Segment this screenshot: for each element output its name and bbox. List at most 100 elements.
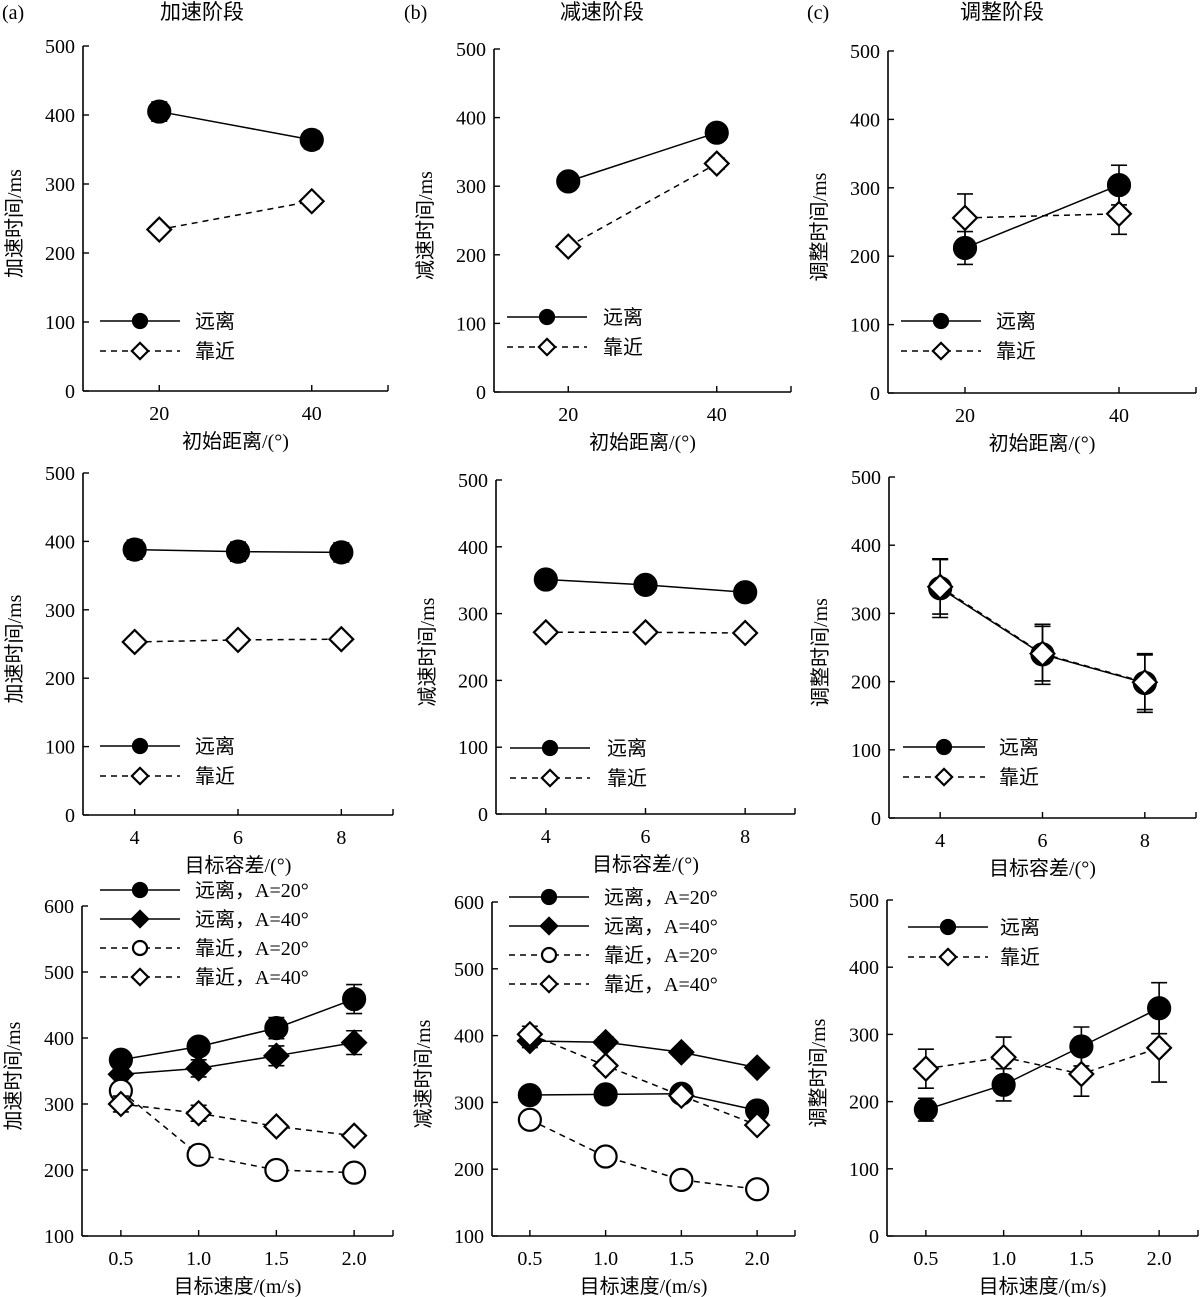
legend-label: 远离，A=40°: [195, 908, 309, 931]
y-axis-title: 减速时间/ms: [416, 597, 439, 706]
x-tick-label: 4: [130, 827, 140, 849]
data-point: [298, 187, 326, 215]
legend-label: 远离: [603, 306, 643, 329]
y-tick-label: 300: [456, 176, 486, 198]
y-tick-label: 200: [458, 670, 488, 692]
legend-label: 远离，A=20°: [604, 886, 718, 909]
data-point: [743, 1111, 771, 1139]
y-tick-label: 300: [849, 1024, 879, 1046]
data-point: [327, 625, 355, 653]
y-tick-label: 0: [476, 382, 486, 404]
series-line: [529, 1040, 758, 1069]
data-point: [1131, 668, 1159, 696]
x-axis-title: 初始距离/(°): [589, 431, 696, 454]
series-2: [912, 1012, 1173, 1098]
data-point: [516, 1020, 544, 1048]
data-point: [340, 1122, 368, 1150]
series-2: [926, 558, 1159, 711]
y-tick-label: 100: [45, 312, 75, 334]
legend-item: 靠近: [908, 946, 1040, 969]
legend-label: 靠近: [195, 340, 235, 363]
y-tick-label: 100: [45, 737, 75, 759]
data-point: [329, 540, 354, 565]
y-tick-label: 500: [850, 41, 880, 63]
y-tick-label: 500: [458, 470, 488, 492]
legend-marker-filled-circle: [131, 737, 149, 755]
y-tick-label: 100: [454, 1226, 484, 1248]
x-axis-title: 目标速度/(m/s): [580, 1275, 708, 1297]
series-line: [529, 1092, 758, 1112]
legend-label: 靠近，A=20°: [604, 944, 718, 967]
y-tick-label: 0: [871, 808, 881, 830]
x-tick-label: 8: [336, 827, 346, 849]
data-point: [186, 1142, 211, 1167]
data-point: [593, 1082, 618, 1107]
y-tick-label: 0: [869, 1226, 879, 1248]
legend-item: 靠近，A=20°: [509, 944, 718, 967]
series-4: [516, 1020, 771, 1139]
data-point: [556, 169, 581, 194]
legend-item: 远离，A=40°: [100, 908, 309, 931]
data-point: [592, 1052, 620, 1080]
data-point: [517, 1082, 542, 1108]
series-line: [568, 131, 717, 183]
panel-letter: (a): [2, 2, 24, 24]
legend-marker-filled-diamond: [130, 909, 150, 929]
legend-item: 远离: [908, 916, 1040, 939]
legend-item: 远离: [507, 306, 643, 329]
data-point: [532, 618, 560, 646]
data-point: [107, 1090, 135, 1118]
legend-marker-open-circle: [540, 946, 558, 964]
chart-panel-b3: 100 200 300 400 500 600 0.5 1.0 1.5 2.0 目标速度/(m/s)…: [412, 886, 796, 1297]
data-point: [299, 127, 324, 152]
y-tick-label: 400: [849, 957, 879, 979]
x-tick-label: 8: [740, 826, 750, 848]
data-point: [667, 1038, 695, 1066]
y-tick-label: 200: [45, 243, 75, 265]
y-tick-label: 400: [850, 109, 880, 131]
legend-marker-filled-circle: [932, 312, 950, 330]
y-axis-title: 加速时间/ms: [2, 1021, 25, 1130]
x-tick-label: 1.0: [186, 1248, 211, 1270]
x-tick-label: 20: [955, 405, 975, 427]
legend-marker-open-diamond: [540, 768, 560, 788]
x-tick-label: 1.0: [991, 1248, 1016, 1270]
y-tick-label: 500: [45, 36, 75, 58]
series-1: [556, 120, 729, 194]
x-axis-title: 目标速度/(m/s): [979, 1275, 1107, 1297]
data-point: [913, 1097, 938, 1122]
y-tick-label: 100: [849, 1159, 879, 1181]
legend-label: 远离，A=20°: [195, 879, 309, 902]
legend-marker-open-diamond: [130, 967, 150, 987]
x-tick-label: 6: [233, 827, 243, 849]
y-tick-label: 0: [65, 381, 75, 403]
y-axis-title: 调整时间/ms: [809, 598, 832, 707]
y-tick-label: 200: [849, 1092, 879, 1114]
x-tick-label: 2.0: [1147, 1248, 1172, 1270]
data-point: [632, 618, 659, 646]
series-line: [159, 200, 312, 231]
y-tick-label: 600: [44, 896, 74, 918]
y-tick-label: 0: [478, 804, 488, 826]
legend-marker-filled-circle: [131, 881, 149, 899]
x-tick-label: 1.0: [593, 1248, 618, 1270]
series-line: [159, 110, 312, 141]
legend-item: 靠近: [100, 765, 235, 788]
y-tick-label: 300: [851, 603, 881, 625]
x-tick-label: 1.5: [1069, 1248, 1094, 1270]
y-tick-label: 400: [45, 105, 75, 127]
legend-label: 靠近，A=20°: [195, 937, 309, 960]
data-point: [990, 1043, 1018, 1071]
y-axis-title: 加速时间/ms: [3, 594, 26, 703]
data-point: [186, 1034, 211, 1059]
x-tick-label: 1.5: [669, 1248, 694, 1270]
x-axis-title: 目标容差/(°): [185, 854, 292, 877]
series-2: [951, 192, 1133, 243]
legend-item: 远离，A=40°: [509, 915, 718, 938]
y-tick-label: 400: [454, 1026, 484, 1048]
x-tick-label: 40: [1109, 405, 1129, 427]
data-point: [1105, 200, 1133, 228]
x-tick-label: 8: [1140, 830, 1150, 852]
